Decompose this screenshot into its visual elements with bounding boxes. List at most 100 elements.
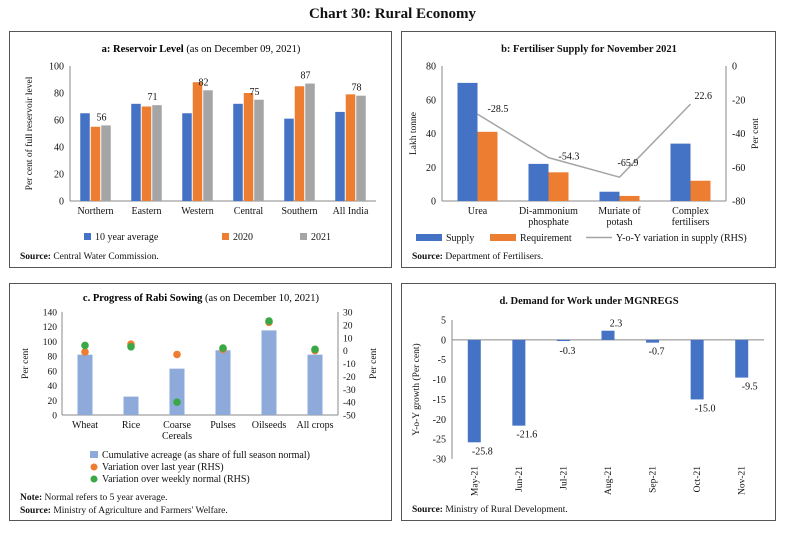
bar-yoy-growth [556, 339, 570, 342]
bar-supply [457, 82, 478, 201]
bar-yoy-growth [690, 339, 704, 400]
y-tick-label: 20 [54, 170, 64, 181]
y-axis-label: Per cent [21, 348, 31, 379]
chart-title-bold: a: Reservoir Level [102, 44, 184, 55]
legend-label: Cumulative acreage (as share of full sea… [102, 450, 310, 461]
y-tick-label: 80 [426, 62, 436, 73]
source-text: Central Water Commission. [50, 252, 159, 262]
bar-supply [599, 191, 620, 201]
bar-2020 [294, 86, 305, 201]
bar-yoy-growth [467, 339, 481, 443]
y-tick-label-rhs: -40 [343, 399, 356, 409]
x-tick-label: Northern [77, 206, 113, 217]
data-label: 71 [148, 92, 158, 103]
bar-2020 [192, 82, 203, 201]
y-tick-label-rhs: -20 [732, 95, 745, 106]
y-tick-label: 40 [48, 382, 58, 392]
mgnregs-demand-chart: d. Demand for Work under MGNREGS -30 -25 -2… [411, 296, 764, 496]
x-tick-label: Jun-21 [515, 466, 525, 492]
y-tick-label: 0 [59, 197, 64, 208]
y-tick-label: 20 [48, 397, 58, 407]
y-tick-label-rhs: 0 [732, 62, 737, 73]
x-tick-label: Rice [122, 420, 141, 431]
bar-requirement [619, 195, 640, 201]
y-tick-label-rhs: 0 [343, 347, 348, 357]
bar-2021 [203, 90, 213, 201]
fertiliser-supply-chart: b: Fertiliser Supply for November 2021 0 2… [409, 44, 761, 244]
y-axis-label-rhs: Per cent [369, 348, 379, 379]
legend-label: 2020 [233, 232, 253, 243]
legend-swatch [90, 451, 98, 458]
line-data-label: 22.6 [695, 91, 713, 102]
y-tick-label: -30 [433, 455, 446, 466]
line-data-label: -28.5 [488, 104, 509, 115]
x-tick-label: Oilseeds [252, 420, 287, 431]
source-label: Source: [20, 506, 51, 516]
bar-cumulative-acreage [215, 350, 231, 415]
legend-swatch [222, 233, 229, 240]
bar-yoy-growth [646, 339, 660, 343]
data-label: 78 [352, 83, 362, 94]
y-tick-label: 60 [48, 367, 58, 377]
chart-title: d. Demand for Work under MGNREGS [499, 296, 678, 307]
y-tick-label: 0 [52, 412, 57, 422]
point-variation-weekly-normal [173, 398, 181, 406]
source-text: Ministry of Rural Development. [442, 505, 568, 515]
chart-title: c. Progress of Rabi Sowing (as on Decemb… [83, 293, 320, 304]
source-note-d: Source: Ministry of Rural Development. [412, 505, 568, 515]
bar-10-year-average [233, 103, 243, 201]
bar-10-year-average [131, 103, 141, 201]
source-note-a: Source: Central Water Commission. [20, 252, 159, 262]
y-tick-label: 100 [43, 338, 58, 348]
bar-2020 [345, 94, 356, 201]
legend-label: Y-o-Y variation in supply (RHS) [616, 233, 747, 244]
y-tick-label: 120 [43, 323, 58, 333]
x-tick-label: Eastern [132, 206, 162, 217]
x-tick-label: Muriate of [598, 206, 641, 217]
line-data-label: -65.9 [618, 158, 639, 169]
legend-label: Variation over weekly normal (RHS) [102, 474, 250, 485]
y-tick-label-rhs: -40 [732, 129, 745, 140]
data-label: 56 [97, 112, 107, 123]
y-tick-label-rhs: 10 [343, 334, 353, 344]
y-tick-label: 140 [43, 309, 58, 319]
y-tick-label: 40 [54, 143, 64, 154]
data-label: -0.7 [649, 347, 665, 358]
bar-cumulative-acreage [307, 354, 323, 415]
source-text: Department of Fertilisers. [442, 252, 544, 262]
source-note-c: Source: Ministry of Agriculture and Farm… [20, 506, 228, 516]
y-tick-label: -15 [433, 395, 446, 406]
y-tick-label: -10 [433, 375, 446, 386]
bar-10-year-average [335, 111, 345, 201]
x-tick-label: Western [181, 206, 214, 217]
x-tick-label: Jul-21 [559, 466, 569, 490]
x-tick-label: Central [234, 206, 264, 217]
chart-title: a: Reservoir Level (as on December 09, 2… [102, 44, 301, 55]
legend-marker [90, 475, 98, 483]
y-axis-label: Per cent of full reservoir level [24, 76, 35, 190]
y-tick-label: -5 [438, 355, 446, 366]
panel-reservoir-level: a: Reservoir Level (as on December 09, 2… [9, 31, 392, 268]
y-tick-label-rhs: -10 [343, 360, 356, 370]
legend-label: Supply [446, 233, 474, 244]
y-tick-label: 5 [441, 316, 446, 327]
chart-title-rest: (as on December 09, 2021) [184, 44, 301, 55]
source-text: Ministry of Agriculture and Farmers' Wel… [50, 506, 228, 516]
legend-swatch [416, 234, 442, 241]
bar-10-year-average [182, 113, 192, 201]
bar-2021 [152, 105, 162, 201]
bar-yoy-growth [735, 339, 749, 378]
bar-requirement [477, 131, 498, 201]
chart-title: b: Fertiliser Supply for November 2021 [501, 44, 677, 55]
source-label: Source: [20, 252, 51, 262]
source-note-b: Source: Department of Fertilisers. [412, 252, 543, 262]
y-tick-label: 60 [426, 95, 436, 106]
panel-mgnregs-demand: d. Demand for Work under MGNREGS -30 -25 -2… [401, 283, 776, 521]
panel-rabi-sowing: c. Progress of Rabi Sowing (as on Decemb… [9, 283, 392, 521]
point-variation-weekly-normal [219, 344, 227, 352]
x-tick-label: Urea [468, 206, 488, 217]
bar-2021 [101, 125, 111, 201]
bar-2020 [141, 106, 152, 201]
bar-2020 [90, 126, 101, 201]
point-variation-weekly-normal [311, 345, 319, 354]
